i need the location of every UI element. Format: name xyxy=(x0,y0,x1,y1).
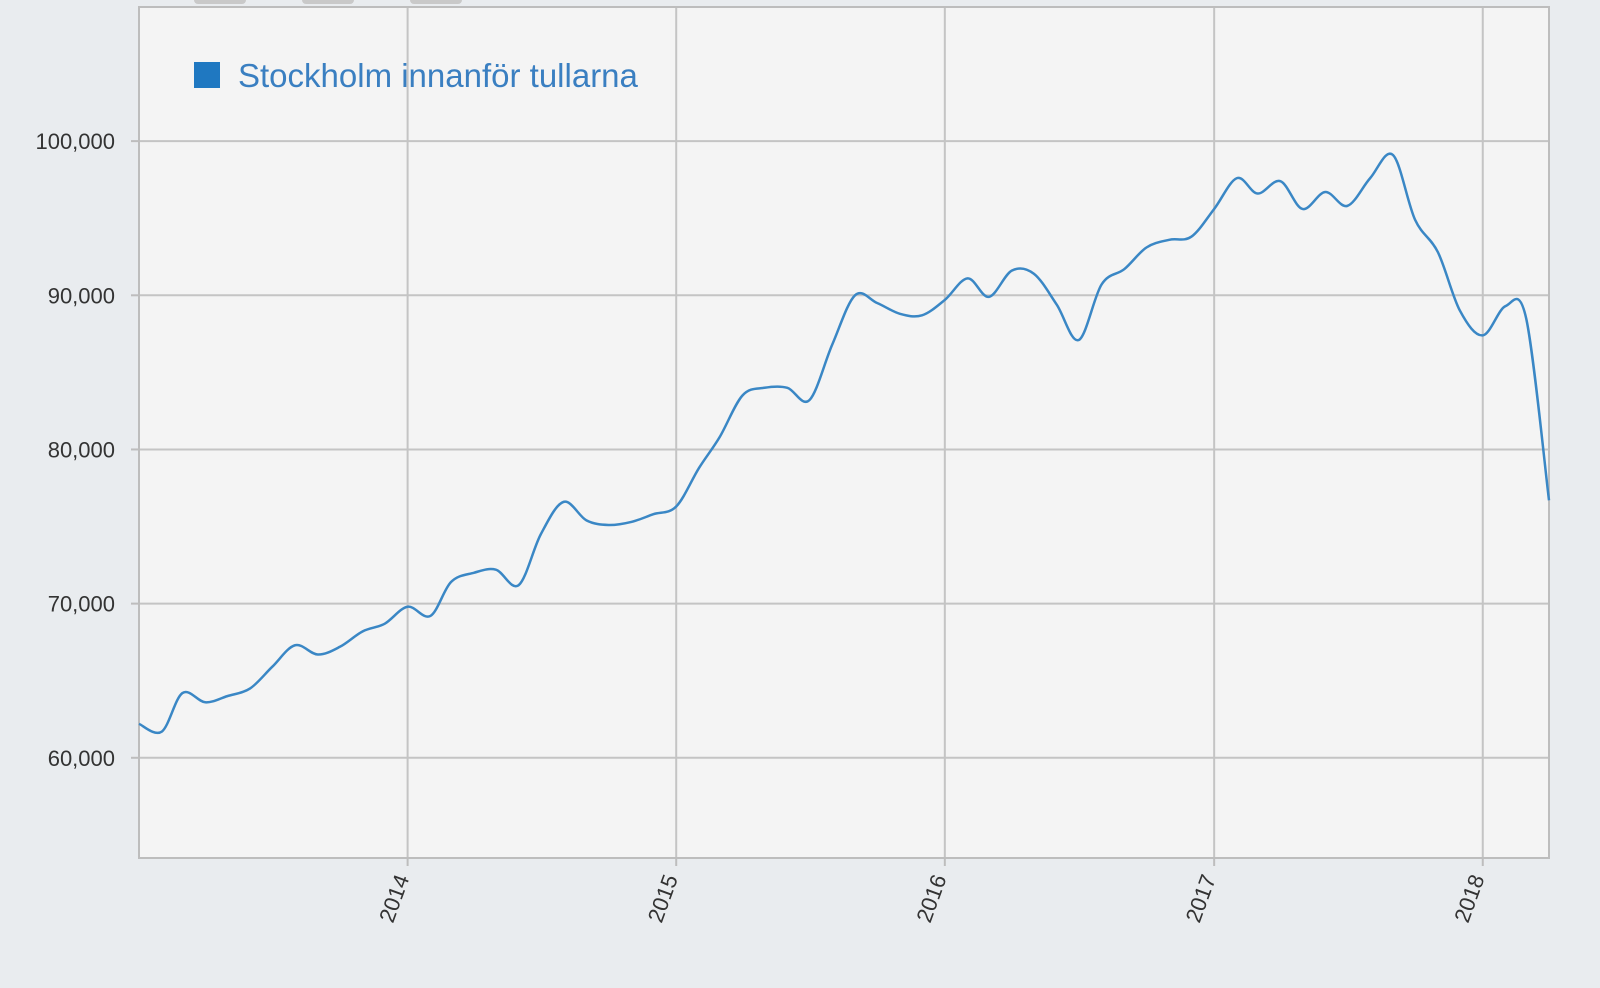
x-tick-label: 2018 xyxy=(1449,871,1489,926)
toolbar-tab-stub[interactable] xyxy=(302,0,354,4)
toolbar-tab-stub[interactable] xyxy=(410,0,462,4)
y-tick-label: 70,000 xyxy=(48,592,115,617)
y-tick-label: 100,000 xyxy=(35,129,115,154)
y-axis-tick-labels: 60,000 70,000 80,000 90,000 100,000 xyxy=(35,129,115,771)
x-axis-tick-labels: 2014 2015 2016 2017 2018 xyxy=(374,871,1489,926)
toolbar-tab-stub[interactable] xyxy=(194,0,246,4)
legend[interactable]: Stockholm innanför tullarna xyxy=(194,57,639,94)
legend-swatch xyxy=(194,62,220,88)
y-tick-label: 80,000 xyxy=(48,437,115,462)
plot-border xyxy=(138,6,1550,859)
legend-label: Stockholm innanför tullarna xyxy=(238,57,639,94)
gridlines xyxy=(131,7,1549,866)
x-tick-label: 2015 xyxy=(643,871,683,926)
x-tick-label: 2014 xyxy=(374,871,414,926)
x-tick-label: 2017 xyxy=(1181,871,1221,926)
axes xyxy=(138,6,1550,859)
plot-area xyxy=(139,7,1549,858)
y-tick-label: 60,000 xyxy=(48,746,115,771)
y-tick-label: 90,000 xyxy=(48,283,115,308)
x-tick-label: 2016 xyxy=(911,871,951,926)
series-line[interactable] xyxy=(138,152,1551,735)
